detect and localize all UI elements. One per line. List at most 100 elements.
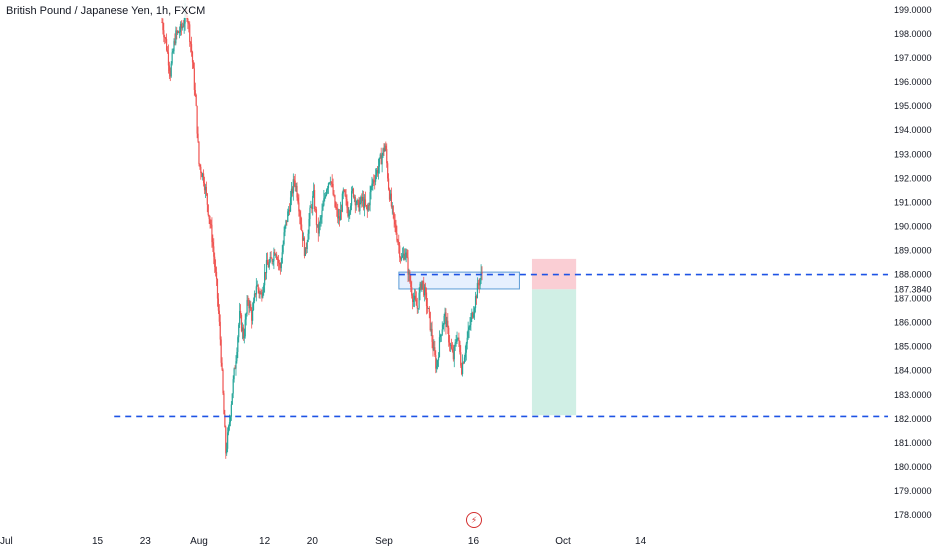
last-price-label: 187.38400	[894, 284, 932, 294]
candle-body	[375, 175, 377, 182]
candle-body	[173, 41, 175, 52]
lightning-icon[interactable]: ⚡	[466, 512, 482, 528]
candle-body	[368, 205, 370, 206]
candle-body	[336, 208, 338, 210]
candle-body	[480, 272, 482, 279]
candle-body	[271, 258, 273, 262]
candle-body	[268, 262, 270, 268]
candle-body	[428, 308, 430, 312]
price-tick-label: 190.00000	[894, 221, 932, 231]
candle-body	[406, 252, 408, 258]
candle-body	[459, 341, 461, 353]
price-tick-label: 194.00000	[894, 125, 932, 135]
candle-body	[448, 327, 450, 343]
candle-body	[205, 186, 207, 194]
candle-body	[222, 369, 224, 394]
candle-body	[340, 210, 343, 212]
candle-body	[234, 368, 236, 370]
candle-body	[324, 196, 326, 199]
price-tick-label: 197.00000	[894, 53, 932, 63]
candle-body	[162, 22, 164, 31]
candle-body	[215, 267, 217, 272]
candle-body	[216, 279, 219, 299]
candle-body	[449, 344, 452, 346]
candle-body	[471, 312, 473, 318]
candle-body	[451, 348, 454, 352]
candle-body	[264, 272, 267, 274]
candle-body	[338, 216, 341, 221]
supply-zone[interactable]	[398, 271, 520, 290]
candle-body	[419, 283, 421, 293]
candle-body	[445, 312, 447, 327]
candle-body	[206, 193, 208, 205]
candle-body	[364, 199, 367, 206]
candle-body	[182, 26, 184, 28]
candle-body	[316, 224, 318, 226]
candle-body	[429, 311, 431, 331]
candle-body	[263, 285, 265, 293]
price-tick-label: 191.00000	[894, 197, 932, 207]
candle-body	[411, 287, 413, 296]
candle-body	[233, 368, 235, 380]
candle-body	[417, 308, 419, 310]
candle-body	[267, 264, 269, 268]
take-profit-box[interactable]	[531, 289, 577, 416]
candle-body	[299, 211, 301, 217]
candle-body	[183, 23, 185, 27]
price-tick-label: 184.00000	[894, 366, 932, 376]
candle-body	[374, 181, 376, 183]
candle-body	[349, 211, 351, 214]
candle-body	[404, 254, 406, 260]
candle-body	[456, 339, 458, 342]
candle-body	[357, 200, 359, 202]
candle-body	[347, 207, 349, 217]
candle-body	[325, 195, 327, 197]
candle-body	[240, 314, 243, 332]
price-axis[interactable]: 199.00000 198.00000 197.00000 196.00000 195.…	[888, 0, 932, 550]
candle-body	[224, 414, 226, 428]
candle-body	[420, 283, 422, 290]
candle-body	[437, 360, 439, 366]
candle-body	[202, 173, 204, 178]
candle-body	[461, 362, 464, 375]
candle-body	[289, 209, 291, 212]
candle-body	[327, 183, 330, 189]
candle-body	[225, 427, 227, 454]
candle-body	[313, 190, 316, 210]
candle-body	[457, 337, 459, 340]
time-tick-label: Sep	[375, 536, 393, 547]
time-axis[interactable]: Jul 15 23 Aug 12 20 Sep 16 Oct 14	[0, 528, 932, 550]
candle-body	[161, 22, 163, 23]
candle-body	[387, 163, 389, 179]
candle-body	[365, 205, 367, 207]
candle-body	[295, 185, 297, 187]
candle-body	[218, 310, 220, 322]
candle-body	[314, 209, 317, 210]
candle-body	[318, 223, 320, 234]
candle-body	[319, 219, 321, 224]
candle-body	[473, 313, 475, 318]
candle-body	[344, 190, 346, 196]
candle-body	[442, 324, 444, 330]
candle-body	[211, 224, 213, 243]
candle-body	[305, 247, 307, 250]
candle-body	[280, 262, 282, 269]
candle-body	[265, 260, 268, 274]
candle-body	[308, 218, 310, 234]
price-tick-label: 182.00000	[894, 414, 932, 424]
candle-body	[412, 299, 415, 303]
time-tick-label: Oct	[555, 536, 571, 547]
candle-body	[371, 183, 373, 187]
candle-body	[247, 300, 249, 302]
candle-body	[243, 336, 245, 339]
candle-body	[414, 295, 417, 300]
candle-body	[209, 218, 211, 225]
candle-body	[477, 282, 479, 285]
candle-body	[315, 209, 318, 226]
time-tick-label: Jul	[0, 536, 13, 547]
price-tick-label: 183.00000	[894, 390, 932, 400]
candle-body	[350, 191, 353, 206]
candle-body	[256, 285, 258, 287]
